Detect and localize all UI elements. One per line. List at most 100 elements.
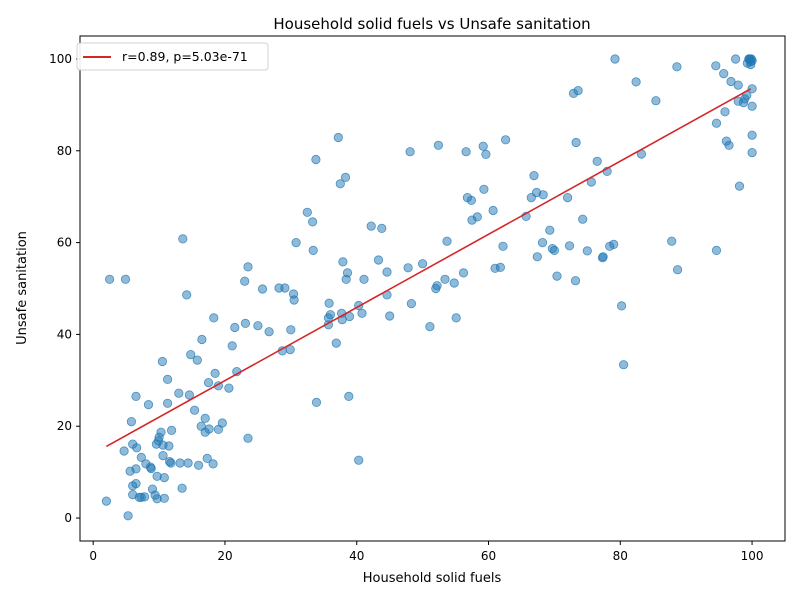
scatter-point: [726, 76, 736, 87]
scatter-point: [724, 140, 734, 150]
scatter-point: [178, 234, 188, 244]
scatter-point: [253, 321, 263, 331]
scatter-point: [311, 154, 321, 165]
scatter-point: [472, 212, 482, 222]
scatter-point: [720, 107, 730, 117]
scatter-point: [208, 459, 218, 469]
scatter-point: [747, 84, 757, 94]
scatter-point: [382, 267, 392, 277]
scatter-point: [240, 276, 250, 286]
scatter-point: [672, 265, 683, 275]
scatter-point: [425, 321, 435, 332]
scatter-point: [616, 301, 627, 311]
y-axis-ticks: 0 20 40 60 80 100: [49, 52, 80, 525]
scatter-point: [325, 310, 335, 320]
scatter-point: [373, 255, 384, 265]
scatter-point: [582, 246, 592, 256]
scatter-point: [545, 225, 555, 235]
scatter-point: [478, 141, 488, 151]
scatter-point: [174, 388, 184, 398]
regression-line: [105, 88, 752, 448]
y-tick-label: 40: [57, 327, 72, 341]
x-tick-label: 20: [217, 549, 232, 563]
y-tick-label: 20: [57, 419, 72, 433]
points-layer: [101, 54, 757, 521]
scatter-point: [308, 245, 318, 255]
scatter-point: [302, 207, 312, 217]
scatter-point: [573, 86, 583, 96]
x-tick-label: 100: [741, 549, 764, 563]
scatter-point: [224, 383, 234, 393]
scatter-point: [711, 118, 722, 128]
scatter-point: [131, 478, 141, 489]
scatter-point: [324, 298, 334, 308]
scatter-point: [359, 274, 369, 284]
scatter-point: [442, 236, 452, 246]
scatter-point: [243, 262, 253, 272]
scatter-point: [175, 458, 185, 468]
scatter-point: [280, 283, 290, 293]
scatter-point: [136, 452, 146, 462]
scatter-point: [101, 496, 112, 506]
scatter-point: [143, 399, 154, 410]
scatter-point: [243, 433, 253, 443]
scatter-point: [354, 455, 364, 465]
scatter-point: [552, 271, 562, 281]
x-tick-label: 0: [89, 549, 97, 563]
legend: r=0.89, p=5.03e-71: [76, 42, 269, 71]
scatter-point: [406, 298, 416, 309]
y-tick-label: 60: [57, 236, 72, 250]
scatter-point: [466, 195, 476, 205]
scatter-point: [440, 274, 450, 284]
scatter-point: [733, 80, 743, 90]
scatter-point: [123, 511, 133, 521]
scatter-point: [747, 101, 757, 111]
legend-box: [76, 42, 269, 71]
scatter-point: [177, 483, 187, 493]
scatter-point: [405, 147, 415, 157]
scatter-point: [667, 236, 677, 246]
scatter-point: [598, 252, 608, 262]
scatter-point: [592, 156, 602, 166]
scatter-point: [230, 322, 240, 333]
scatter-point: [184, 390, 194, 400]
scatter-point: [132, 443, 142, 453]
scatter-point: [719, 69, 729, 79]
scatter-point: [747, 148, 757, 158]
scatter-point: [217, 418, 227, 428]
x-axis-label: Household solid fuels: [363, 571, 502, 586]
scatter-point: [264, 327, 274, 337]
scatter-point: [202, 453, 212, 463]
scatter-point: [156, 427, 166, 437]
scatter-point: [747, 56, 757, 66]
scatter-point: [564, 241, 575, 251]
scatter-point: [307, 217, 318, 227]
scatter-point: [119, 446, 129, 456]
chart-title: Household solid fuels vs Unsafe sanitati…: [273, 15, 590, 33]
scatter-point: [385, 311, 395, 321]
scatter-point: [159, 472, 169, 483]
scatter-point: [342, 268, 353, 278]
scatter-point: [433, 140, 443, 150]
scatter-point: [562, 193, 573, 203]
scatter-point: [182, 290, 192, 300]
scatter-point: [338, 257, 348, 267]
scatter-point: [734, 181, 745, 191]
scatter-point: [340, 172, 351, 182]
scatter-point: [197, 334, 207, 345]
scatter-point: [105, 274, 115, 284]
scatter-point: [651, 96, 661, 106]
x-tick-label: 60: [481, 549, 496, 563]
scatter-point: [610, 54, 620, 64]
scatter-point: [126, 416, 136, 427]
scatter-point: [498, 241, 508, 251]
scatter-point: [432, 281, 442, 291]
scatter-point: [163, 398, 173, 408]
scatter-point: [190, 405, 200, 415]
scatter-point: [747, 130, 757, 140]
x-tick-label: 80: [613, 549, 628, 563]
scatter-point: [164, 441, 174, 451]
scatter-point: [631, 77, 641, 87]
scatter-point: [578, 214, 588, 224]
